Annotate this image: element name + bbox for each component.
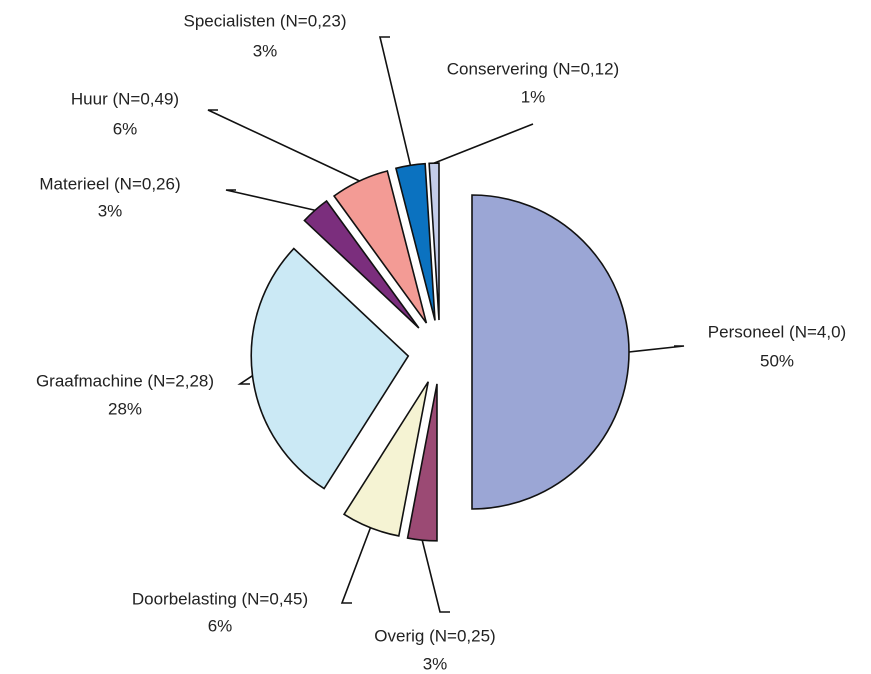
slice-value-label: 3%: [423, 654, 448, 673]
slice-value-label: 6%: [208, 616, 233, 635]
leader-line: [421, 539, 450, 613]
slice-label: Doorbelasting (N=0,45): [132, 589, 308, 608]
slice-value-label: 3%: [253, 41, 278, 60]
leader-line: [340, 527, 372, 604]
slice-value-label: 6%: [113, 119, 138, 138]
slice-label: Graafmachine (N=2,28): [36, 371, 214, 390]
pie-slice: [303, 199, 420, 329]
slice-label: Conservering (N=0,12): [447, 59, 619, 78]
slice-label: Personeel (N=4,0): [708, 322, 846, 341]
pie-slice: [342, 381, 430, 537]
leader-line: [433, 123, 534, 164]
pie-slice: [250, 247, 410, 490]
slice-value-label: 28%: [108, 399, 142, 418]
slice-value-label: 1%: [521, 87, 546, 106]
slice-label: Materieel (N=0,26): [39, 174, 180, 193]
slice-value-label: 3%: [98, 201, 123, 220]
slice-label: Overig (N=0,25): [374, 626, 495, 645]
slice-value-label: 50%: [760, 351, 794, 370]
leader-line: [628, 345, 685, 353]
leader-line: [378, 36, 412, 166]
leader-line: [225, 189, 316, 212]
slice-label: Specialisten (N=0,23): [183, 11, 346, 30]
leader-line: [237, 375, 253, 385]
pie-slice: [471, 194, 630, 510]
pie-slice: [332, 170, 428, 324]
leader-line: [207, 109, 360, 182]
slice-label: Huur (N=0,49): [71, 89, 179, 108]
